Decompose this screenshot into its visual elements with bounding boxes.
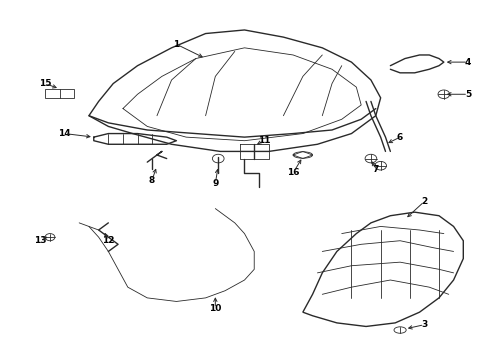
Text: 10: 10 <box>209 304 221 313</box>
Text: 8: 8 <box>149 176 155 185</box>
Text: 4: 4 <box>464 58 470 67</box>
Text: 3: 3 <box>421 320 427 329</box>
Text: 12: 12 <box>102 236 114 245</box>
Text: 1: 1 <box>173 40 179 49</box>
Text: 16: 16 <box>286 168 299 177</box>
Text: 15: 15 <box>39 79 51 88</box>
Text: 11: 11 <box>257 136 270 145</box>
Text: 6: 6 <box>396 132 403 141</box>
Text: 2: 2 <box>421 197 427 206</box>
Bar <box>45 89 74 98</box>
Text: 13: 13 <box>34 236 46 245</box>
Text: 5: 5 <box>464 90 470 99</box>
Text: 14: 14 <box>58 129 71 138</box>
Text: 7: 7 <box>372 165 378 174</box>
Text: 9: 9 <box>212 179 218 188</box>
